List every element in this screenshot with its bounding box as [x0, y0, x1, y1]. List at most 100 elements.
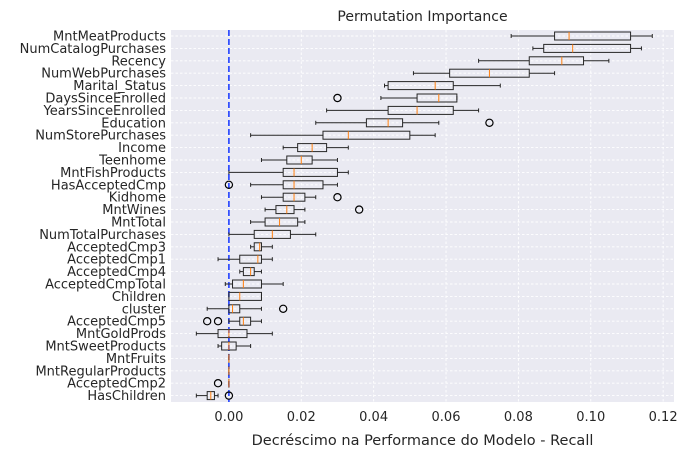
- outlier-point: [485, 118, 494, 128]
- feature-label: NumStorePurchases: [35, 129, 166, 144]
- box-Recency: [478, 56, 610, 66]
- x-tick-label: 0.02: [287, 410, 316, 425]
- outlier-point: [333, 93, 342, 103]
- iqr-box: [416, 93, 458, 103]
- feature-label: Recency: [111, 54, 166, 69]
- box-MntFishProducts: [228, 167, 349, 177]
- iqr-box: [322, 130, 411, 140]
- box-MntWines: [264, 205, 364, 215]
- iqr-box: [528, 56, 585, 66]
- box-HasAcceptedCmp: [224, 180, 338, 190]
- iqr-box: [543, 43, 632, 53]
- box-AcceptedCmp4: [239, 267, 262, 277]
- feature-label: NumCatalogPurchases: [20, 42, 167, 57]
- iqr-box: [275, 205, 295, 215]
- feature-label: Marital_Status: [73, 79, 166, 94]
- iqr-box: [242, 267, 255, 277]
- feature-label: AcceptedCmp5: [67, 315, 166, 330]
- x-tick-label: 0.04: [359, 410, 388, 425]
- feature-label: AcceptedCmp3: [67, 240, 166, 255]
- feature-label: MntMeatProducts: [53, 30, 166, 45]
- box-Children: [228, 291, 262, 301]
- box-Kidhome: [260, 192, 342, 202]
- feature-label: NumTotalPurchases: [39, 228, 166, 243]
- iqr-box: [239, 316, 252, 326]
- feature-label: AcceptedCmp4: [67, 265, 166, 280]
- feature-label: HasAcceptedCmp: [51, 178, 166, 193]
- feature-label: Education: [101, 116, 166, 131]
- feature-label: MntWines: [102, 203, 166, 218]
- box-AcceptedCmp1: [217, 254, 273, 264]
- feature-label: MntSweetProducts: [45, 340, 166, 355]
- feature-label: AcceptedCmp2: [67, 377, 166, 392]
- outlier-point: [213, 379, 223, 388]
- plot-background: [171, 30, 674, 402]
- iqr-box: [264, 217, 299, 227]
- iqr-box: [365, 118, 404, 128]
- iqr-box: [228, 304, 241, 314]
- box-AcceptedCmp2: [213, 378, 230, 388]
- x-tick-label: 0.10: [576, 410, 605, 425]
- feature-label: Kidhome: [109, 191, 166, 206]
- feature-label: AcceptedCmp1: [67, 253, 166, 268]
- box-AcceptedCmp5: [202, 316, 262, 326]
- iqr-box: [217, 329, 248, 339]
- x-tick-label: 0.06: [432, 410, 461, 425]
- box-NumCatalogPurchases: [532, 43, 642, 53]
- box-YearsSinceEnrolled: [326, 105, 480, 115]
- feature-label: MntFruits: [106, 352, 166, 367]
- grid-lines: [171, 30, 674, 402]
- feature-label: Income: [118, 141, 166, 156]
- outlier-point: [278, 304, 288, 313]
- feature-label: MntFishProducts: [60, 166, 166, 181]
- iqr-box: [554, 31, 632, 41]
- feature-labels: MntMeatProductsNumCatalogPurchasesRecenc…: [20, 30, 167, 405]
- iqr-box: [387, 105, 454, 115]
- box-NumTotalPurchases: [228, 229, 317, 239]
- iqr-box: [387, 81, 454, 91]
- box-MntTotal: [250, 217, 306, 227]
- box-DaysSinceEnrolled: [333, 93, 458, 103]
- box-MntMeatProducts: [510, 31, 653, 41]
- iqr-box: [253, 242, 262, 252]
- box-AcceptedCmp3: [250, 242, 273, 252]
- feature-label: cluster: [122, 302, 167, 317]
- box-NumStorePurchases: [250, 130, 436, 140]
- box-Teenhome: [260, 155, 338, 165]
- feature-label: AcceptedCmpTotal: [45, 278, 166, 293]
- chart-title: Permutation Importance: [337, 9, 507, 25]
- feature-label: DaysSinceEnrolled: [45, 92, 166, 107]
- x-tick-label: 0.12: [649, 410, 678, 425]
- feature-label: NumWebPurchases: [41, 67, 166, 82]
- box-Marital_Status: [384, 81, 501, 91]
- iqr-box: [282, 180, 324, 190]
- x-tick-label: 0.00: [214, 410, 243, 425]
- box-AcceptedCmpTotal: [224, 279, 284, 289]
- iqr-box: [239, 254, 262, 264]
- feature-label: MntGoldProds: [76, 327, 166, 342]
- outlier-point: [224, 391, 234, 400]
- outlier-point: [333, 192, 342, 202]
- feature-label: MntTotal: [111, 216, 166, 231]
- feature-label: HasChildren: [87, 389, 166, 404]
- feature-label: YearsSinceEnrolled: [43, 104, 166, 119]
- boxes-group: [195, 31, 653, 401]
- feature-label: Teenhome: [98, 154, 166, 169]
- iqr-box: [228, 291, 262, 301]
- x-tick-label: 0.08: [504, 410, 533, 425]
- outlier-point: [354, 205, 364, 214]
- iqr-box: [232, 279, 262, 289]
- outlier-point: [213, 317, 223, 326]
- iqr-box: [286, 155, 313, 165]
- feature-label: MntRegularProducts: [35, 364, 166, 379]
- box-Education: [315, 118, 494, 128]
- x-tick-labels: 0.00 0.02 0.04 0.06 0.08 0.10 0.12: [214, 410, 677, 425]
- box-HasChildren: [195, 391, 234, 401]
- box-MntSweetProducts: [217, 341, 252, 351]
- iqr-box: [282, 167, 338, 177]
- x-axis-label: Decréscimo na Performance do Modelo - Re…: [252, 433, 594, 449]
- box-MntGoldProds: [195, 329, 273, 339]
- box-Income: [282, 143, 349, 153]
- outlier-point: [224, 180, 234, 189]
